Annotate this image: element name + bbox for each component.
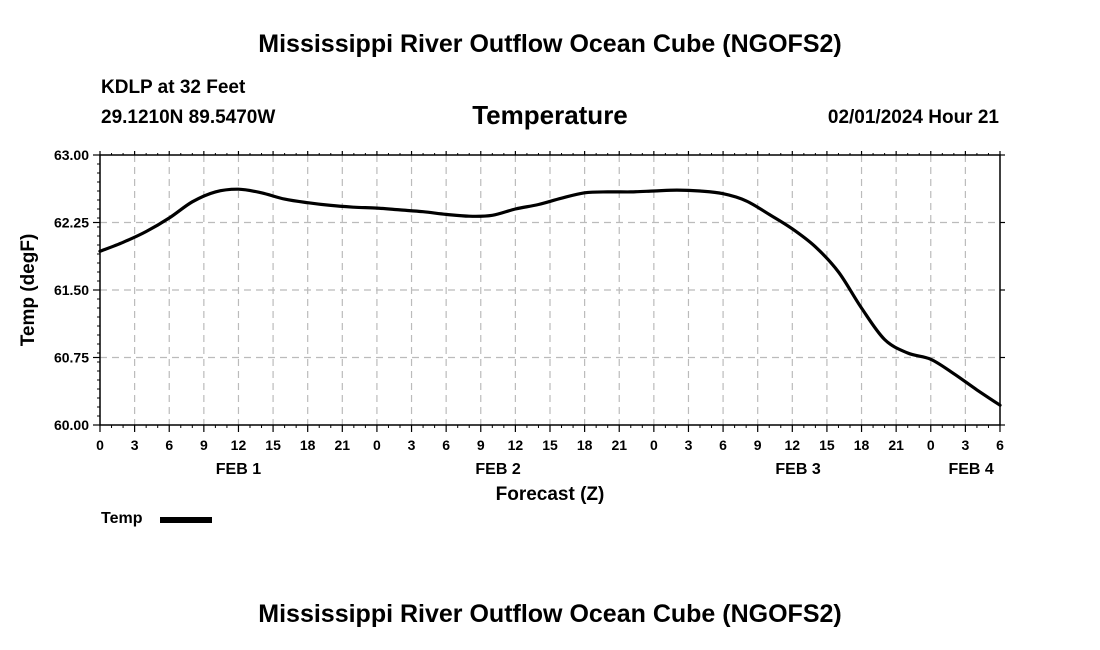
x-tick-label: 3 <box>685 437 693 453</box>
x-tick-label: 15 <box>265 437 281 453</box>
x-tick-label: 0 <box>96 437 104 453</box>
x-tick-label: 6 <box>442 437 450 453</box>
footer-title: Mississippi River Outflow Ocean Cube (NG… <box>258 600 842 628</box>
x-tick-label: 3 <box>408 437 416 453</box>
chart-subtitle: Temperature <box>472 100 628 130</box>
x-tick-label: 6 <box>719 437 727 453</box>
x-tick-label: 12 <box>785 437 801 453</box>
x-tick-label: 18 <box>577 437 593 453</box>
series-layer <box>98 187 1002 407</box>
grid-lines <box>100 155 1000 425</box>
x-tick-label: 0 <box>373 437 381 453</box>
y-axis-title: Temp (degF) <box>18 234 39 347</box>
day-label: FEB 1 <box>216 461 261 478</box>
y-tick-label: 60.00 <box>54 417 89 433</box>
x-tick-label: 12 <box>231 437 247 453</box>
axis-ticks <box>93 151 1005 432</box>
station-label: KDLP at 32 Feet <box>101 77 246 98</box>
day-label: FEB 3 <box>775 461 820 478</box>
datetime-label: 02/01/2024 Hour 21 <box>827 107 999 128</box>
x-tick-label: 9 <box>477 437 485 453</box>
axis-labels: 0 3 6 9 12 15 18 21 0 3 6 9 12 15 18 21 0 3 6 9 12 15 18 21 0 3 6 6… <box>18 147 1004 505</box>
legend-line-swatch <box>160 517 212 523</box>
y-tick-label: 61.50 <box>54 282 89 298</box>
day-label: FEB 2 <box>475 461 520 478</box>
legend-label: Temp <box>101 510 143 527</box>
x-tick-label: 9 <box>754 437 762 453</box>
x-axis-title: Forecast (Z) <box>496 484 605 505</box>
x-tick-label: 3 <box>131 437 139 453</box>
chart-title: Mississippi River Outflow Ocean Cube (NG… <box>258 30 842 58</box>
y-tick-label: 60.75 <box>54 350 89 366</box>
y-tick-label: 63.00 <box>54 147 89 163</box>
x-tick-label: 0 <box>927 437 935 453</box>
x-tick-label: 21 <box>888 437 904 453</box>
x-tick-label: 3 <box>961 437 969 453</box>
x-tick-label: 12 <box>508 437 524 453</box>
x-tick-label: 6 <box>165 437 173 453</box>
coordinates-label: 29.1210N 89.5470W <box>101 107 276 128</box>
x-tick-label: 21 <box>335 437 351 453</box>
x-tick-label: 9 <box>200 437 208 453</box>
series-line-temp <box>98 187 1002 407</box>
x-tick-label: 15 <box>819 437 835 453</box>
x-tick-label: 15 <box>542 437 558 453</box>
x-tick-label: 18 <box>854 437 870 453</box>
day-label: FEB 4 <box>948 461 993 478</box>
x-tick-label: 21 <box>611 437 627 453</box>
x-tick-label: 18 <box>300 437 316 453</box>
x-tick-label: 6 <box>996 437 1004 453</box>
plot-frame <box>99 154 1001 426</box>
x-tick-label: 0 <box>650 437 658 453</box>
y-tick-label: 62.25 <box>54 215 89 231</box>
